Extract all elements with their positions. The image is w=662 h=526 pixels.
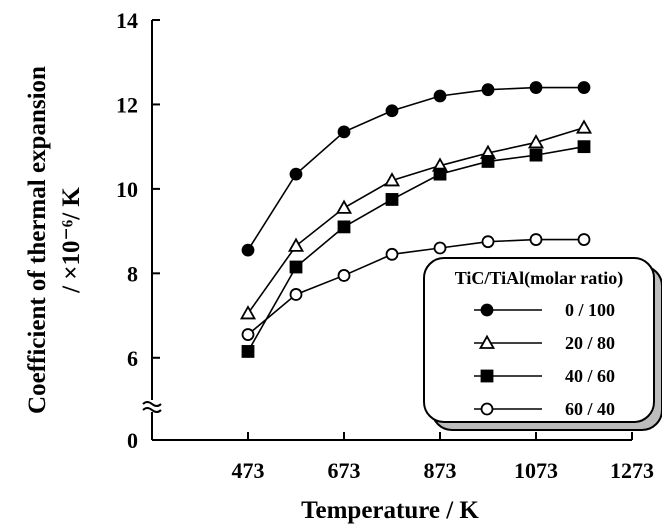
data-point — [579, 141, 590, 152]
data-point — [578, 121, 591, 133]
legend-title: TiC/TiAl(molar ratio) — [455, 268, 624, 289]
data-point — [387, 249, 398, 260]
y-tick-label: 0 — [127, 428, 138, 453]
data-point — [531, 82, 542, 93]
legend-marker — [482, 404, 493, 415]
x-axis-title: Temperature / K — [301, 497, 479, 524]
y-tick-label: 6 — [127, 346, 138, 371]
legend-marker — [482, 371, 493, 382]
legend: TiC/TiAl(molar ratio) 0 / 100 20 / 80 40 /… — [424, 258, 662, 430]
data-point — [531, 150, 542, 161]
data-point — [435, 91, 446, 102]
x-tick-label: 1273 — [610, 458, 654, 483]
legend-marker — [482, 305, 493, 316]
data-point — [531, 234, 542, 245]
data-point — [242, 307, 255, 319]
data-point — [291, 289, 302, 300]
data-point — [339, 270, 350, 281]
data-point — [387, 194, 398, 205]
y-axis-title-line2: / ×10⁻⁶/ K — [58, 187, 85, 294]
x-tick-label: 1073 — [514, 458, 558, 483]
data-point — [435, 169, 446, 180]
data-point — [435, 243, 446, 254]
data-point — [339, 221, 350, 232]
x-tick-label: 873 — [424, 458, 457, 483]
y-axis-unit: / ×10⁻⁶/ K — [58, 187, 85, 294]
data-point — [243, 245, 254, 256]
x-tick-label: 673 — [328, 458, 361, 483]
y-tick-label: 8 — [127, 261, 138, 286]
y-tick-label: 14 — [116, 8, 138, 33]
y-tick-label: 10 — [116, 177, 138, 202]
y-tick-label: 12 — [116, 92, 138, 117]
data-point — [338, 201, 351, 213]
data-point — [290, 239, 303, 251]
legend-label: 60 / 40 — [565, 399, 615, 419]
data-point — [243, 329, 254, 340]
y-axis-title-line1: Coefficient of thermal expansion — [24, 66, 51, 414]
data-point — [483, 236, 494, 247]
data-point — [291, 169, 302, 180]
data-point — [579, 234, 590, 245]
data-point — [291, 262, 302, 273]
y-axis-break — [142, 400, 162, 412]
legend-label: 40 / 60 — [565, 366, 615, 386]
data-point — [243, 346, 254, 357]
data-point — [483, 156, 494, 167]
data-point — [579, 82, 590, 93]
legend-label: 20 / 80 — [565, 333, 615, 353]
legend-label: 0 / 100 — [565, 300, 615, 320]
data-point — [387, 105, 398, 116]
data-point — [339, 126, 350, 137]
x-tick-label: 473 — [232, 458, 265, 483]
data-point — [483, 84, 494, 95]
y-axis-title: Coefficient of thermal expansion — [24, 66, 51, 414]
series-0 — [243, 82, 590, 256]
